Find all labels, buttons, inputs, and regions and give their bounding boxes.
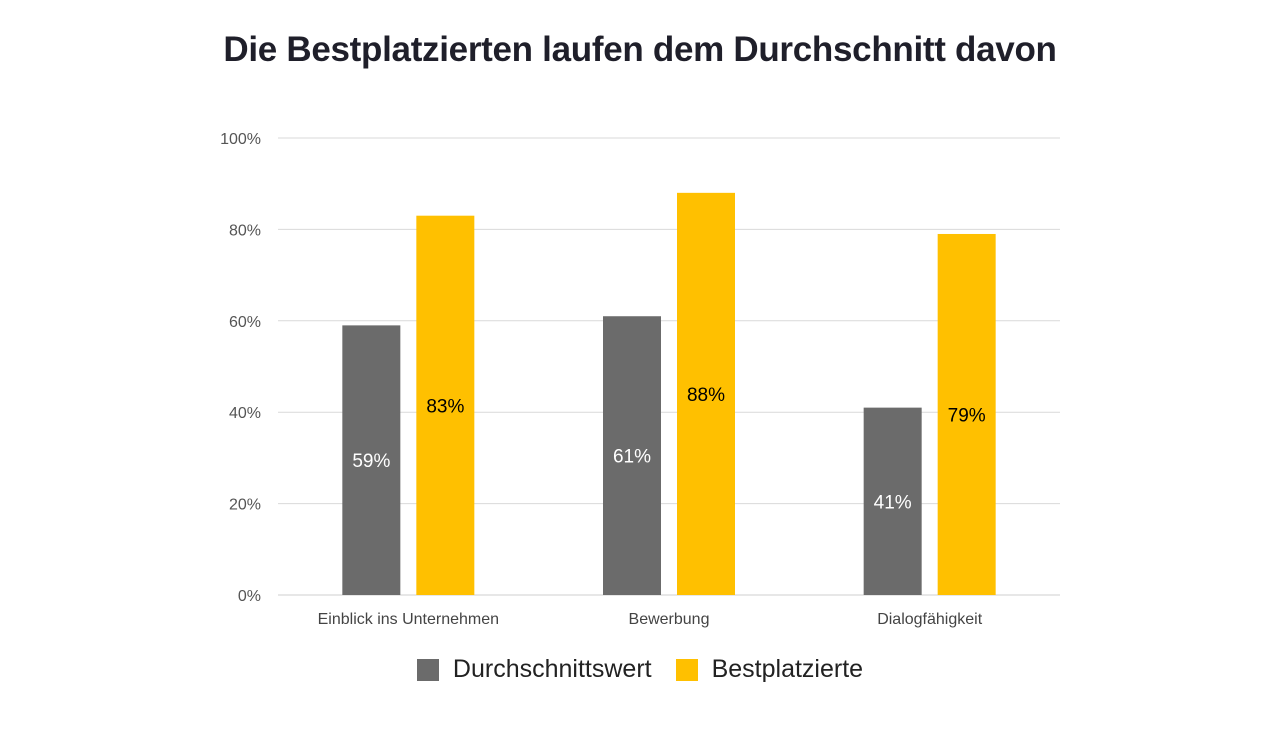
- y-tick-label: 60%: [229, 314, 261, 331]
- bar: [416, 215, 475, 595]
- y-tick-label: 100%: [220, 131, 261, 148]
- data-labels: 59% 83% 61% 88% 41% 79%: [352, 385, 985, 513]
- bars: [342, 192, 996, 595]
- y-axis-ticks: 0% 20% 40% 60% 80% 100%: [220, 131, 261, 605]
- data-label: 41%: [874, 492, 912, 513]
- y-tick-label: 0%: [238, 588, 261, 605]
- data-label: 59%: [352, 451, 390, 472]
- grid-lines: [278, 137, 1060, 596]
- chart-title: Die Bestplatzierten laufen dem Durchschn…: [223, 30, 1057, 69]
- y-tick-label: 40%: [229, 405, 261, 422]
- data-label: 88%: [687, 385, 725, 406]
- legend-swatch-durchschnittswert: [416, 658, 439, 681]
- y-tick-label: 20%: [229, 497, 261, 514]
- legend-item-bestplatzierte: Bestplatzierte: [675, 655, 864, 684]
- x-tick-label: Einblick ins Unternehmen: [318, 611, 499, 628]
- bar: [603, 316, 661, 595]
- data-label: 61%: [613, 447, 651, 468]
- bar: [342, 325, 401, 595]
- legend-label-durchschnittswert: Durchschnittswert: [452, 655, 652, 683]
- data-label: 79%: [948, 405, 986, 426]
- data-label: 83%: [426, 396, 464, 417]
- legend: Durchschnittswert Bestplatzierte: [0, 655, 1280, 684]
- legend-swatch-bestplatzierte: [675, 658, 698, 681]
- bar: [863, 407, 922, 595]
- legend-label-bestplatzierte: Bestplatzierte: [711, 655, 864, 683]
- x-axis-ticks: Einblick ins Unternehmen Bewerbung Dialogf…: [318, 611, 983, 628]
- x-tick-label: Dialogfähigkeit: [877, 611, 983, 628]
- bar: [937, 233, 996, 595]
- x-tick-label: Bewerbung: [629, 611, 710, 628]
- bar: [677, 192, 735, 595]
- legend-item-durchschnittswert: Durchschnittswert: [416, 655, 652, 684]
- y-tick-label: 80%: [229, 222, 261, 239]
